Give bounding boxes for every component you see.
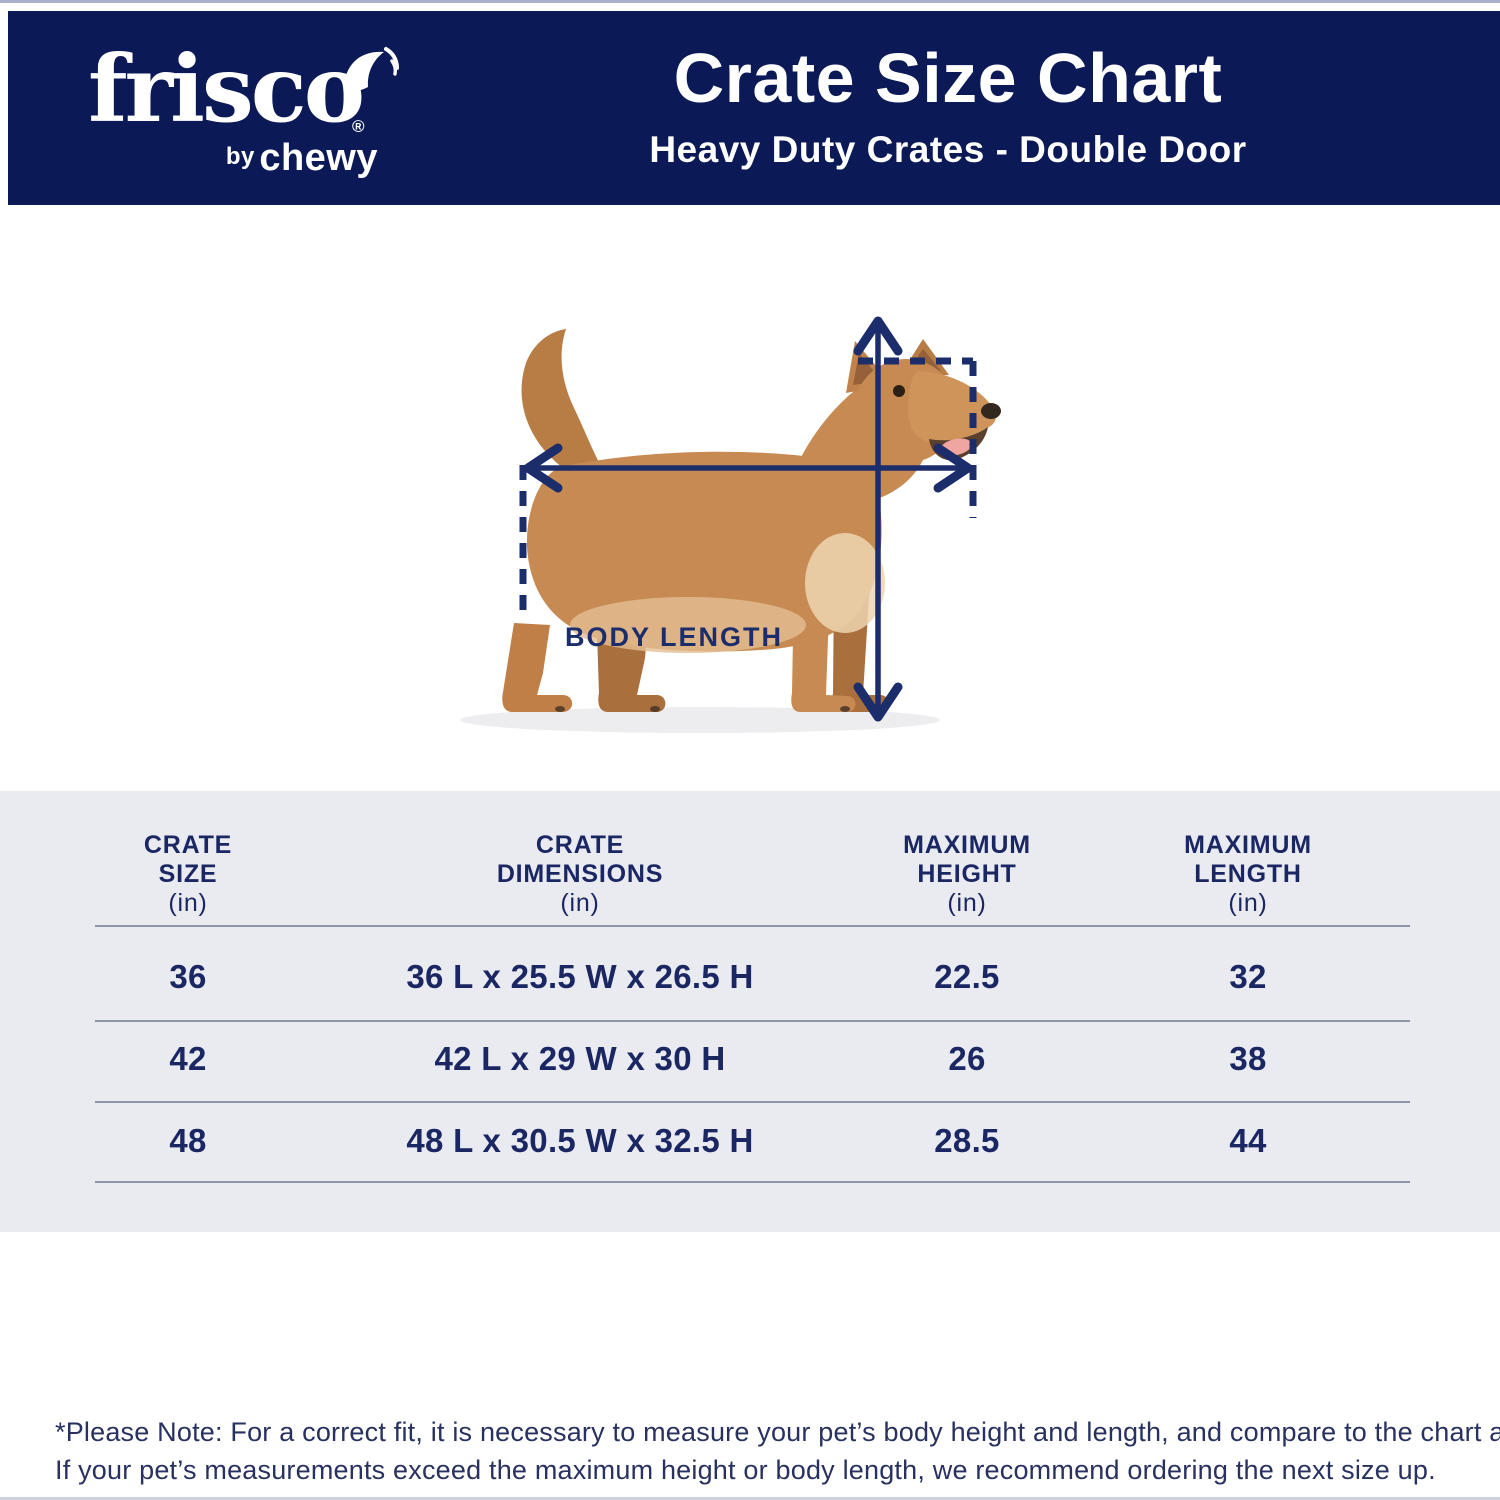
cell-max-height: 22.5 — [934, 958, 1000, 995]
cell-crate-size: 36 — [169, 958, 207, 995]
table-divider — [95, 1101, 1410, 1103]
frisco-tail-swoosh-icon — [344, 47, 399, 91]
frisco-logo: frisco ® by chewy — [80, 25, 410, 195]
cell-dimensions: 36 L x 25.5 W x 26.5 H — [406, 958, 754, 995]
cell-dimensions: 42 L x 29 W x 30 H — [434, 1040, 726, 1077]
body-length-label: BODY LENGTH — [565, 622, 784, 652]
cell-max-length: 38 — [1229, 1040, 1267, 1077]
measurement-arrows — [519, 316, 977, 722]
dog-measurement-illustration — [460, 316, 1001, 733]
footnote: *Please Note: For a correct fit, it is n… — [55, 1413, 1500, 1489]
column-header-maximum-height: MAXIMUM HEIGHT (in) — [903, 831, 1031, 917]
page-bottom-edge — [0, 1497, 1500, 1500]
table-divider — [95, 1020, 1410, 1022]
table-divider — [95, 1181, 1410, 1183]
cell-max-length: 32 — [1229, 958, 1267, 995]
column-header-crate-size: CRATE SIZE (in) — [143, 831, 233, 917]
cell-dimensions: 48 L x 30.5 W x 32.5 H — [406, 1122, 754, 1159]
cell-max-height: 26 — [948, 1040, 986, 1077]
crate-size-table: CRATE SIZE (in) CRATE DIMENSIONS (in) MA… — [0, 791, 1500, 1232]
frisco-wordmark: frisco — [88, 35, 365, 143]
table-divider — [95, 925, 1410, 927]
dog-illustration — [460, 329, 1001, 733]
cell-max-length: 44 — [1229, 1122, 1267, 1159]
column-header-maximum-length: MAXIMUM LENGTH (in) — [1184, 831, 1312, 917]
header-titles: Crate Size Chart Heavy Duty Crates - Dou… — [388, 11, 1500, 205]
cell-crate-size: 48 — [169, 1122, 207, 1159]
chewy-wordmark: chewy — [259, 137, 378, 179]
cell-max-height: 28.5 — [934, 1122, 1000, 1159]
cell-crate-size: 42 — [169, 1040, 207, 1077]
column-header-crate-dimensions: CRATE DIMENSIONS (in) — [496, 831, 664, 917]
byline-by: by — [225, 143, 255, 170]
page-title: Crate Size Chart — [673, 39, 1223, 117]
footnote-line-2: If your pet’s measurements exceed the ma… — [55, 1455, 1436, 1485]
page-subtitle: Heavy Duty Crates - Double Door — [649, 129, 1247, 170]
header-banner: frisco ® by chewy Crate Size Chart Heavy… — [8, 11, 1500, 205]
footnote-line-1: *Please Note: For a correct fit, it is n… — [55, 1417, 1500, 1447]
measurement-diagram: BODY LENGTH BODY HEIGHT — [0, 205, 1500, 934]
registered-trademark: ® — [352, 117, 365, 136]
by-chewy-byline: by chewy — [88, 137, 378, 180]
